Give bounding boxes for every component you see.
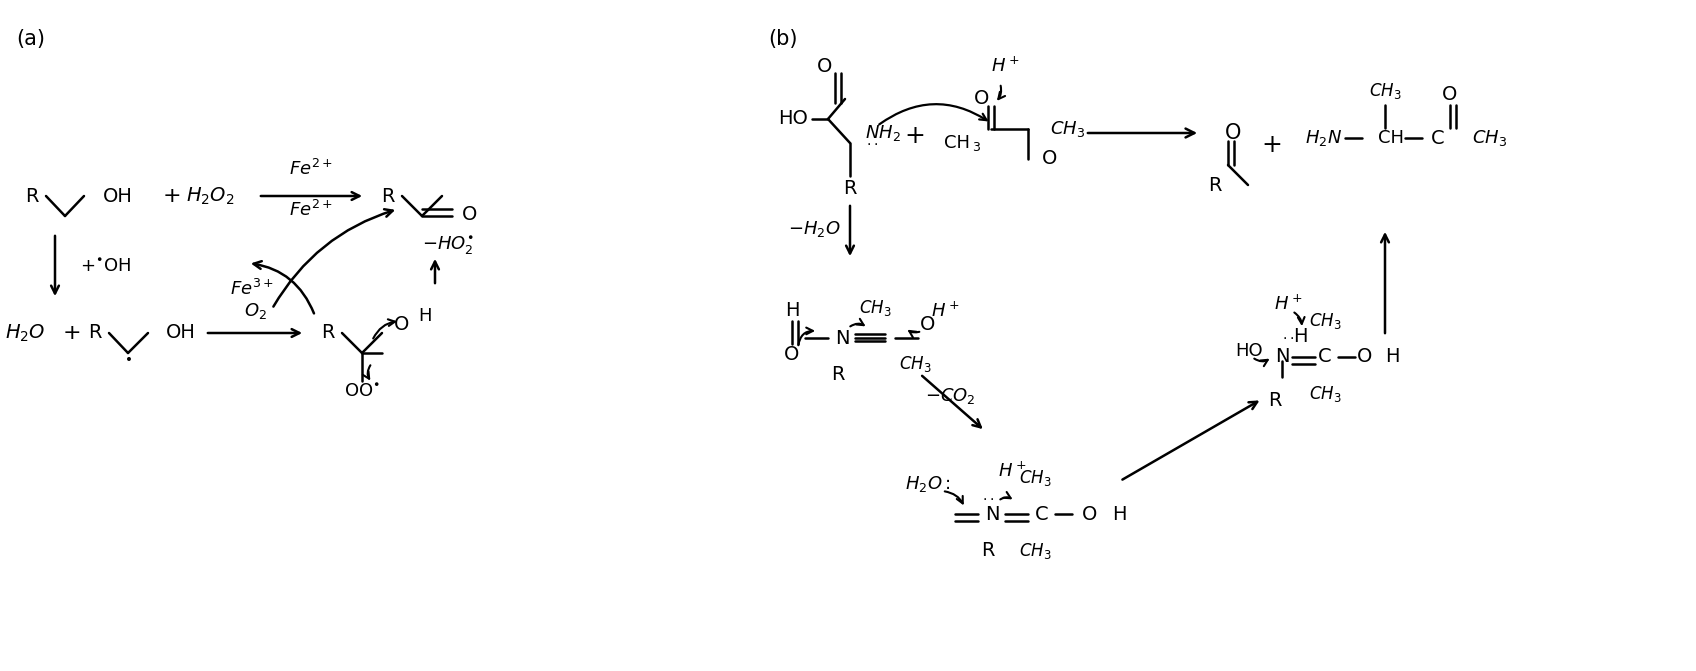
- Text: +: +: [1262, 133, 1282, 157]
- Text: $CH_3$: $CH_3$: [1050, 119, 1085, 139]
- Text: R: R: [25, 187, 39, 205]
- Text: H: H: [785, 301, 799, 321]
- Text: $-H_2O$: $-H_2O$: [789, 219, 841, 239]
- Text: $NH_2$: $NH_2$: [865, 123, 901, 143]
- Text: $\cdot\cdot$: $\cdot\cdot$: [1282, 330, 1294, 344]
- Text: 3: 3: [972, 141, 980, 154]
- Text: C: C: [1431, 129, 1445, 148]
- Text: $H^+$: $H^+$: [931, 301, 960, 321]
- Text: OH: OH: [166, 323, 195, 342]
- Text: H: H: [1384, 348, 1399, 366]
- Text: H: H: [1292, 327, 1308, 346]
- Text: CH: CH: [1377, 129, 1404, 147]
- Text: $Fe^{3+}$: $Fe^{3+}$: [231, 279, 275, 299]
- Text: C: C: [1318, 348, 1331, 366]
- Text: $H^+$: $H^+$: [990, 56, 1019, 76]
- Text: O: O: [461, 205, 477, 223]
- Text: $Fe^{2+}$: $Fe^{2+}$: [288, 200, 332, 220]
- Text: $O_2$: $O_2$: [244, 301, 266, 321]
- Text: R: R: [1269, 391, 1282, 411]
- Text: H: H: [1113, 505, 1126, 523]
- Text: O: O: [393, 315, 410, 335]
- Text: R: R: [382, 187, 395, 205]
- Text: $H_2O_2$: $H_2O_2$: [187, 185, 234, 207]
- Text: R: R: [1209, 176, 1223, 195]
- Text: +: +: [63, 323, 81, 343]
- Text: $-CO_2$: $-CO_2$: [924, 386, 975, 406]
- Text: $H^+$: $H^+$: [1274, 295, 1303, 313]
- Text: $H_2N$: $H_2N$: [1304, 128, 1342, 148]
- Text: $H_2O$: $H_2O$: [5, 322, 46, 344]
- Text: $CH_3$: $CH_3$: [1019, 541, 1052, 561]
- Text: +: +: [904, 124, 926, 148]
- Text: $\cdot\cdot$: $\cdot\cdot$: [867, 136, 879, 150]
- Text: $CH_3$: $CH_3$: [1019, 468, 1052, 488]
- Text: $CH_3$: $CH_3$: [1309, 311, 1342, 331]
- Text: (b): (b): [768, 29, 797, 49]
- Text: HO: HO: [778, 109, 807, 129]
- Text: $\mathsf{OO^•}$: $\mathsf{OO^•}$: [344, 382, 380, 400]
- Text: R: R: [831, 364, 845, 384]
- Text: $CH_3$: $CH_3$: [858, 298, 892, 318]
- Text: O: O: [784, 344, 801, 364]
- Text: $-HO_2^•$: $-HO_2^•$: [422, 232, 473, 256]
- Text: R: R: [88, 323, 102, 342]
- Text: $CH_3$: $CH_3$: [1369, 81, 1401, 101]
- Text: O: O: [1225, 123, 1241, 143]
- Text: $CH_3$: $CH_3$: [1309, 384, 1342, 404]
- Text: O: O: [817, 56, 833, 76]
- Text: O: O: [1357, 348, 1372, 366]
- Text: O: O: [1442, 85, 1457, 105]
- Text: HO: HO: [1235, 342, 1262, 360]
- Text: $\cdot\cdot$: $\cdot\cdot$: [982, 491, 994, 505]
- Text: C: C: [1035, 505, 1048, 523]
- Text: N: N: [985, 505, 999, 523]
- Text: N: N: [834, 329, 850, 348]
- Text: $CH_3$: $CH_3$: [899, 354, 931, 374]
- Text: R: R: [982, 541, 996, 560]
- Text: $CH_3$: $CH_3$: [1472, 128, 1508, 148]
- Text: +$^•$OH: +$^•$OH: [80, 257, 131, 275]
- Text: N: N: [1275, 348, 1289, 366]
- Text: OH: OH: [103, 187, 132, 205]
- Text: O: O: [974, 89, 990, 109]
- Text: $H_2O:$: $H_2O:$: [906, 474, 951, 494]
- Text: R: R: [843, 180, 856, 199]
- Text: $^•$: $^•$: [124, 356, 132, 374]
- Text: O: O: [1041, 150, 1057, 168]
- Text: O: O: [921, 315, 936, 333]
- Text: CH: CH: [945, 134, 970, 152]
- Text: $H^+$: $H^+$: [997, 462, 1026, 480]
- Text: O: O: [1082, 505, 1097, 523]
- Text: R: R: [321, 323, 334, 342]
- Text: +: +: [163, 186, 181, 206]
- Text: H: H: [417, 307, 431, 325]
- Text: $Fe^{2+}$: $Fe^{2+}$: [288, 159, 332, 179]
- Text: (a): (a): [15, 29, 46, 49]
